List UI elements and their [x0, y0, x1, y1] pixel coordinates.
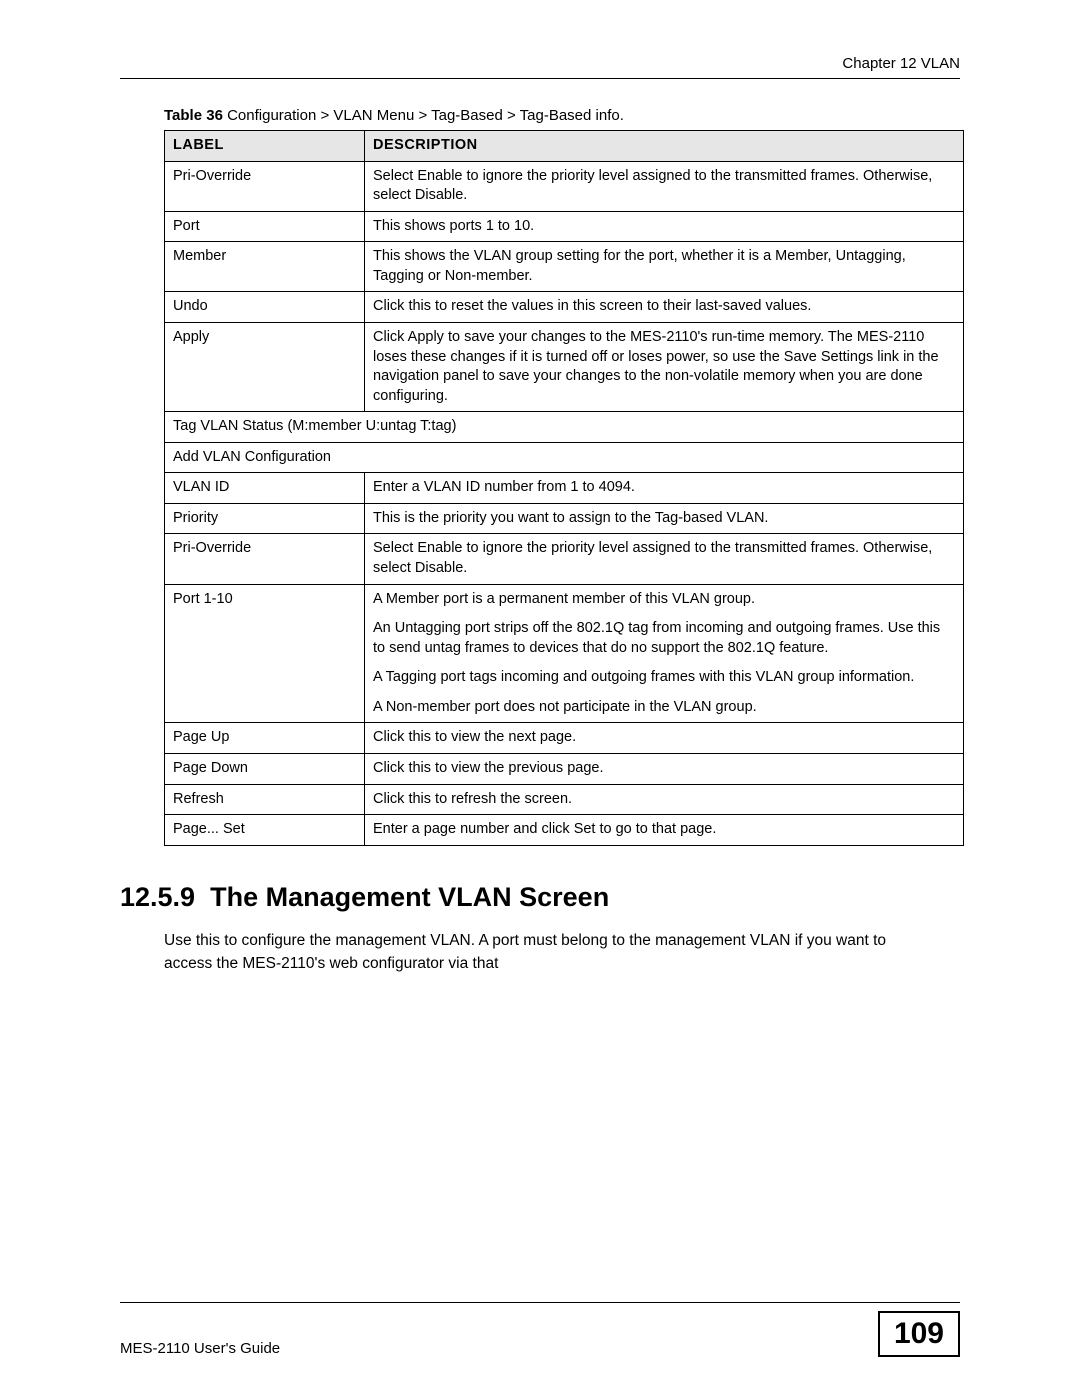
- table-cell-label: Page... Set: [165, 815, 365, 846]
- desc-paragraph: This shows ports 1 to 10.: [373, 217, 955, 237]
- table-cell-label: Page Down: [165, 753, 365, 784]
- table-caption: Table 36 Configuration > VLAN Menu > Tag…: [164, 107, 960, 124]
- desc-paragraph: Click this to refresh the screen.: [373, 790, 955, 810]
- table-cell-description: Click this to view the previous page.: [365, 753, 964, 784]
- desc-paragraph: Enter a page number and click Set to go …: [373, 820, 955, 840]
- table-cell-description: Click this to reset the values in this s…: [365, 292, 964, 323]
- table-row: Page Down Click this to view the previous…: [165, 753, 964, 784]
- table-cell-description: This is the priority you want to assign …: [365, 503, 964, 534]
- table-row: MemberThis shows the VLAN group setting …: [165, 242, 964, 292]
- table-row: Pri-OverrideSelect Enable to ignore the …: [165, 161, 964, 211]
- footer: MES-2110 User's Guide 109: [120, 1302, 960, 1357]
- desc-paragraph: Enter a VLAN ID number from 1 to 4094.: [373, 478, 955, 498]
- table-cell-description: Enter a page number and click Set to go …: [365, 815, 964, 846]
- table-cell-description: Select Enable to ignore the priority lev…: [365, 534, 964, 584]
- section-title: The Management VLAN Screen: [210, 882, 609, 912]
- desc-paragraph: Click this to view the previous page.: [373, 759, 955, 779]
- config-table: LABEL DESCRIPTION Pri-OverrideSelect Ena…: [164, 130, 964, 846]
- table-cell-description: Enter a VLAN ID number from 1 to 4094.: [365, 473, 964, 504]
- table-cell-description: Click this to view the next page.: [365, 723, 964, 754]
- table-header-row: LABEL DESCRIPTION: [165, 131, 964, 162]
- table-row: Page... Set Enter a page number and click…: [165, 815, 964, 846]
- table-cell-span: Tag VLAN Status (M:member U:untag T:tag): [165, 412, 964, 443]
- desc-paragraph: A Non-member port does not participate i…: [373, 698, 955, 718]
- section-heading: 12.5.9 The Management VLAN Screen: [120, 882, 960, 913]
- caption-text: Configuration > VLAN Menu > Tag-Based > …: [223, 107, 624, 124]
- desc-paragraph: This shows the VLAN group setting for th…: [373, 247, 955, 286]
- table-cell-label: Page Up: [165, 723, 365, 754]
- table-row: Port This shows ports 1 to 10.: [165, 211, 964, 242]
- desc-paragraph: An Untagging port strips off the 802.1Q …: [373, 619, 955, 658]
- desc-paragraph: A Member port is a permanent member of t…: [373, 590, 955, 610]
- table-row: Add VLAN Configuration: [165, 442, 964, 473]
- caption-prefix: Table 36: [164, 107, 223, 124]
- table-cell-label: Undo: [165, 292, 365, 323]
- footer-guide-name: MES-2110 User's Guide: [120, 1340, 280, 1357]
- table-cell-description: This shows the VLAN group setting for th…: [365, 242, 964, 292]
- desc-paragraph: Click Apply to save your changes to the …: [373, 328, 955, 406]
- section-number: 12.5.9: [120, 882, 195, 912]
- table-cell-description: Select Enable to ignore the priority lev…: [365, 161, 964, 211]
- table-row: Pri-OverrideSelect Enable to ignore the …: [165, 534, 964, 584]
- desc-paragraph: Select Enable to ignore the priority lev…: [373, 167, 955, 206]
- table-cell-label: Member: [165, 242, 365, 292]
- table-row: VLAN ID Enter a VLAN ID number from 1 to …: [165, 473, 964, 504]
- table-row: Refresh Click this to refresh the screen.: [165, 784, 964, 815]
- table-cell-label: Port: [165, 211, 365, 242]
- page-number: 109: [878, 1311, 960, 1357]
- col-header-label: LABEL: [165, 131, 365, 162]
- chapter-header: Chapter 12 VLAN: [120, 55, 960, 72]
- header-rule: [120, 78, 960, 79]
- desc-paragraph: Click this to reset the values in this s…: [373, 297, 955, 317]
- desc-paragraph: Select Enable to ignore the priority lev…: [373, 539, 955, 578]
- table-row: Undo Click this to reset the values in th…: [165, 292, 964, 323]
- document-page: Chapter 12 VLAN Table 36 Configuration >…: [0, 0, 1080, 1397]
- table-cell-label: VLAN ID: [165, 473, 365, 504]
- table-cell-label: Pri-Override: [165, 161, 365, 211]
- table-cell-description: A Member port is a permanent member of t…: [365, 584, 964, 723]
- desc-paragraph: Click this to view the next page.: [373, 728, 955, 748]
- desc-paragraph: This is the priority you want to assign …: [373, 509, 955, 529]
- desc-paragraph: A Tagging port tags incoming and outgoin…: [373, 668, 955, 688]
- table-row: Tag VLAN Status (M:member U:untag T:tag): [165, 412, 964, 443]
- table-row: Page Up Click this to view the next page.: [165, 723, 964, 754]
- section-body: Use this to configure the management VLA…: [164, 929, 924, 976]
- table-cell-description: Click Apply to save your changes to the …: [365, 322, 964, 411]
- table-row: Priority This is the priority you want to…: [165, 503, 964, 534]
- table-cell-label: Refresh: [165, 784, 365, 815]
- table-cell-label: Apply: [165, 322, 365, 411]
- table-cell-label: Port 1-10: [165, 584, 365, 723]
- col-header-description: DESCRIPTION: [365, 131, 964, 162]
- table-cell-label: Pri-Override: [165, 534, 365, 584]
- table-row: Port 1-10 A Member port is a permanent me…: [165, 584, 964, 723]
- table-cell-span: Add VLAN Configuration: [165, 442, 964, 473]
- table-row: ApplyClick Apply to save your changes to…: [165, 322, 964, 411]
- table-cell-label: Priority: [165, 503, 365, 534]
- footer-rule: [120, 1302, 960, 1303]
- table-cell-description: Click this to refresh the screen.: [365, 784, 964, 815]
- table-cell-description: This shows ports 1 to 10.: [365, 211, 964, 242]
